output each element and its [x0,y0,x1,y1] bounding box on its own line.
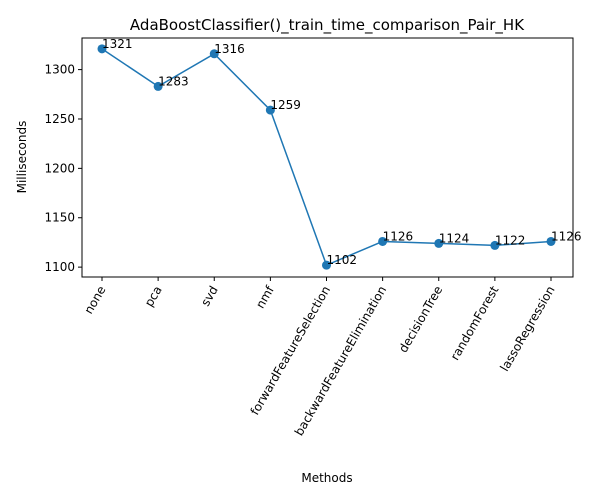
data-point [378,236,388,246]
y-tick-label: 1100 [44,260,75,274]
data-label: 1283 [158,74,189,88]
data-label: 1126 [383,229,414,243]
plot-frame [81,37,574,278]
y-axis-label: Milliseconds [15,121,29,194]
data-label: 1122 [495,233,526,247]
chart-title: AdaBoostClassifier()_train_time_comparis… [130,16,525,35]
y-tick-label: 1300 [44,63,75,77]
data-label: 1102 [327,253,358,267]
y-tick-label: 1200 [44,161,75,175]
data-point [153,81,163,91]
data-label: 1316 [214,42,245,56]
data-point [322,260,331,270]
y-tick-label: 1250 [44,112,75,126]
y-tick-label: 1150 [44,211,75,225]
data-label: 1124 [439,231,470,245]
data-point [209,49,219,59]
data-point [265,105,275,115]
x-axis-label: Methods [301,471,352,485]
data-label: 1321 [102,37,133,51]
data-label: 1126 [551,229,582,243]
data-label: 1259 [270,98,301,112]
data-point [97,44,107,54]
data-point [490,240,500,250]
data-point [434,238,444,248]
data-point [546,236,556,246]
